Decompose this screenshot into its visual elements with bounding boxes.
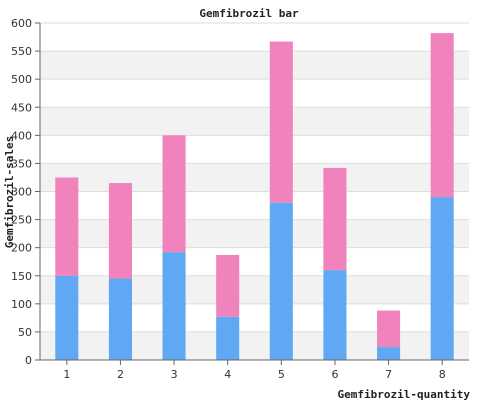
bars bbox=[55, 33, 454, 360]
chart-title: Gemfibrozil bar bbox=[199, 7, 299, 20]
y-tick-label: 250 bbox=[11, 214, 32, 227]
y-tick-label: 150 bbox=[11, 270, 32, 283]
x-tick-label: 2 bbox=[117, 368, 124, 381]
bar-segment-2 bbox=[430, 33, 454, 198]
bar-segment-2 bbox=[162, 135, 186, 253]
axes bbox=[39, 23, 469, 365]
x-tick-label: 5 bbox=[278, 368, 285, 381]
bar-segment-1 bbox=[377, 347, 401, 360]
bar-segment-1 bbox=[162, 252, 186, 360]
x-tick-labels: 1 2 3 4 5 6 7 8 bbox=[63, 368, 445, 381]
grid-band bbox=[40, 303, 469, 332]
bar-segment-2 bbox=[216, 254, 240, 317]
bar-segment-2 bbox=[108, 183, 132, 279]
y-tick-label: 550 bbox=[11, 45, 32, 58]
x-tick-label: 6 bbox=[331, 368, 338, 381]
bar-segment-1 bbox=[55, 275, 79, 360]
bar-segment-1 bbox=[269, 202, 293, 360]
grid-band bbox=[40, 219, 469, 248]
grid-band bbox=[40, 23, 469, 52]
y-tick-label: 350 bbox=[11, 157, 32, 170]
grid-band bbox=[40, 191, 469, 220]
grid-band bbox=[40, 275, 469, 304]
y-tick-label: 300 bbox=[11, 186, 32, 199]
bar-segment-2 bbox=[323, 167, 347, 271]
x-tick-label: 8 bbox=[439, 368, 446, 381]
y-tick-labels: 0 50 100 150 200 250 300 350 400 450 500 550 600 bbox=[11, 17, 32, 367]
x-tick-label: 4 bbox=[224, 368, 231, 381]
grid-band bbox=[40, 107, 469, 136]
x-axis-label: Gemfibrozil-quantity bbox=[338, 388, 471, 400]
x-tick-label: 1 bbox=[63, 368, 70, 381]
grid-band bbox=[40, 163, 469, 192]
y-tick-label: 50 bbox=[18, 326, 32, 339]
y-tick-label: 600 bbox=[11, 17, 32, 30]
grid-band bbox=[40, 51, 469, 80]
y-tick-label: 450 bbox=[11, 101, 32, 114]
bar-segment-1 bbox=[323, 270, 347, 360]
grid-band bbox=[40, 79, 469, 108]
bar-segment-1 bbox=[430, 197, 454, 360]
grid-band bbox=[40, 135, 469, 164]
y-tick-label: 400 bbox=[11, 129, 32, 142]
y-tick-label: 200 bbox=[11, 242, 32, 255]
y-axis-label: Gemfibrozil-sales bbox=[3, 136, 16, 249]
bar-segment-1 bbox=[216, 316, 240, 360]
y-tick-label: 500 bbox=[11, 73, 32, 86]
bar-segment-2 bbox=[55, 177, 79, 276]
x-tick-label: 7 bbox=[385, 368, 392, 381]
y-tick-label: 0 bbox=[25, 354, 32, 367]
grid-band bbox=[40, 247, 469, 276]
grid-band bbox=[40, 331, 469, 360]
x-tick-label: 3 bbox=[171, 368, 178, 381]
y-tick-label: 100 bbox=[11, 298, 32, 311]
bar-segment-2 bbox=[269, 41, 293, 203]
bar-segment-1 bbox=[108, 278, 132, 360]
bar-segment-2 bbox=[377, 310, 401, 348]
